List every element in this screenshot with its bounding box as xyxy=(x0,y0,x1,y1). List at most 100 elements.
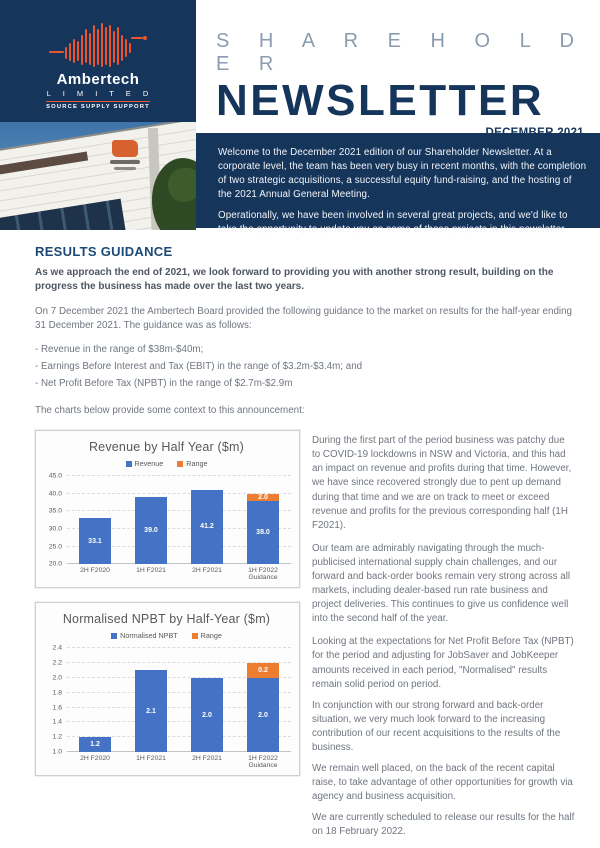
legend-swatch-icon xyxy=(177,460,184,467)
paragraph: We remain well placed, on the back of th… xyxy=(312,763,573,803)
bar-stack: 33.1 xyxy=(79,476,111,565)
legend-item: Range xyxy=(177,459,207,468)
bar-value-label: 2.0 xyxy=(258,711,268,719)
chart-legend: Revenue Range xyxy=(42,459,291,468)
gridline xyxy=(67,706,291,708)
bar-slot: 0.2 2.0 xyxy=(235,648,291,753)
paragraph: Operationally, we have been involved in … xyxy=(218,209,568,235)
commentary-top: During the first part of the period busi… xyxy=(312,434,575,626)
bars: 1.2 2.1 2.0 0.2 2.0 xyxy=(67,648,291,753)
bar-segment: 2.0 xyxy=(191,677,223,753)
x-tick-label: 1H F2021 xyxy=(136,755,166,763)
legend-label: Range xyxy=(200,631,222,641)
y-tick-label: 2.2 xyxy=(52,659,62,667)
x-tick-label: 2H F2021 xyxy=(192,567,222,575)
gridline xyxy=(67,545,291,547)
building-logo-sign xyxy=(112,140,138,157)
gridline xyxy=(67,563,291,565)
bar-value-label: 39.0 xyxy=(144,527,158,535)
bar-value-label: 38.0 xyxy=(256,528,270,536)
y-axis: 1.0 1.2 1.4 1.6 1.8 2.0 2.2 2.4 xyxy=(42,645,67,756)
gridline xyxy=(67,721,291,723)
y-tick-label: 45.0 xyxy=(48,472,62,480)
y-axis: 20.0 25.0 30.0 35.0 40.0 45.0 xyxy=(42,472,67,568)
npbt-chart: Normalised NPBT by Half-Year ($m) Normali… xyxy=(35,602,300,777)
y-tick-label: 1.4 xyxy=(52,718,62,726)
gridline xyxy=(67,510,291,512)
legend-item: Range xyxy=(191,631,222,641)
revenue-chart: Revenue by Half Year ($m) Revenue Range 20.… xyxy=(35,430,300,589)
bar-value-label: 1.2 xyxy=(90,741,100,749)
logo-tagline: SOURCE SUPPLY SUPPORT xyxy=(46,101,150,110)
paragraph: Welcome to the December 2021 edition of … xyxy=(218,147,587,200)
legend-label: Range xyxy=(186,459,208,469)
building-photo xyxy=(0,122,196,230)
bar-slot: 33.1 xyxy=(67,476,123,565)
bar-value-label: 33.1 xyxy=(88,537,102,545)
bar-stack: 2.0 xyxy=(191,648,223,753)
y-tick-label: 1.6 xyxy=(52,704,62,712)
y-tick-label: 1.2 xyxy=(52,733,62,741)
tree-foliage xyxy=(168,168,196,202)
bar-stack: 2.0 38.0 xyxy=(247,476,279,565)
gridline xyxy=(67,492,291,494)
bar-segment: 1.2 xyxy=(79,737,111,753)
bar-value-label: 2.0 xyxy=(202,711,212,719)
guidance-body-paragraph: On 7 December 2021 the Ambertech Board p… xyxy=(35,306,572,332)
gridline xyxy=(67,691,291,693)
paragraph: - Revenue in the range of $38m-$40m; xyxy=(35,344,204,356)
gridline xyxy=(67,736,291,738)
bars: 33.1 39.0 41.2 2.0 38.0 xyxy=(67,476,291,565)
paragraph: Our team are admirably navigating throug… xyxy=(312,542,571,625)
plot-area: 33.1 39.0 41.2 2.0 38.0 xyxy=(67,475,291,565)
paragraph: During the first part of the period busi… xyxy=(312,435,572,531)
newsletter-kicker: S H A R E H O L D E R xyxy=(216,30,586,75)
bar-stack: 2.1 xyxy=(135,648,167,753)
legend-label: Revenue xyxy=(134,459,164,469)
paragraph: Looking at the expectations for Net Prof… xyxy=(312,636,574,690)
bar-segment: 2.0 xyxy=(247,493,279,501)
bar-segment: 2.1 xyxy=(135,670,167,753)
charts-column: Revenue by Half Year ($m) Revenue Range 20.… xyxy=(35,430,300,846)
bar-slot: 2.0 xyxy=(179,648,235,753)
x-axis-labels: 2H F2020 1H F2021 2H F2021 1H F2022 Guidanc… xyxy=(67,755,291,769)
logo-limited-text: L I M I T E D xyxy=(46,89,154,98)
chart-title: Normalised NPBT by Half-Year ($m) xyxy=(62,612,271,627)
bar-segment: 33.1 xyxy=(79,518,111,565)
x-tick-label: 1H F2021 xyxy=(136,567,166,575)
plot-area: 1.2 2.1 2.0 0.2 2.0 xyxy=(67,647,291,753)
gridline xyxy=(67,751,291,753)
legend-swatch-icon xyxy=(125,460,132,467)
y-tick-label: 1.8 xyxy=(52,689,62,697)
bar-segment: 38.0 xyxy=(247,500,279,565)
x-tick-label: 2H F2020 xyxy=(80,755,110,763)
charts-and-commentary: Revenue by Half Year ($m) Revenue Range 20.… xyxy=(35,430,575,846)
commentary-column: During the first part of the period busi… xyxy=(312,430,575,846)
charts-intro: The charts below provide some context to… xyxy=(35,404,305,416)
paragraph: In conjunction with our strong forward a… xyxy=(312,699,561,754)
gridline xyxy=(67,647,291,649)
y-tick-label: 2.0 xyxy=(52,674,62,682)
paragraph: - Net Profit Before Tax (NPBT) in the ra… xyxy=(35,378,293,390)
commentary-bottom: Looking at the expectations for Net Prof… xyxy=(312,635,575,839)
gridline xyxy=(67,676,291,678)
y-tick-label: 1.0 xyxy=(52,748,62,756)
bar-slot: 2.0 38.0 xyxy=(235,476,291,565)
bar-stack: 1.2 xyxy=(79,648,111,753)
y-tick-label: 20.0 xyxy=(48,560,62,568)
bar-stack: 0.2 2.0 xyxy=(247,648,279,753)
chart-body: 20.0 25.0 30.0 35.0 40.0 45.0 33.1 39.0 41.2 2.0 3… xyxy=(42,472,291,568)
legend-swatch-icon xyxy=(191,632,198,639)
building-sign-text xyxy=(110,160,140,164)
logo-brand-name: Ambertech xyxy=(56,71,140,88)
gridline xyxy=(67,662,291,663)
bar-slot: 39.0 xyxy=(123,476,179,565)
bar-value-label: 2.0 xyxy=(258,493,268,501)
chart-title: Revenue by Half Year ($m) xyxy=(88,440,245,455)
x-tick-label: 2H F2020 xyxy=(80,567,110,575)
building-sign-text-2 xyxy=(114,167,136,170)
main-content: RESULTS GUIDANCE As we approach the end … xyxy=(0,232,600,848)
paragraph: - Earnings Before Interest and Tax (EBIT… xyxy=(35,361,363,373)
x-tick-label: 2H F2021 xyxy=(192,755,222,763)
